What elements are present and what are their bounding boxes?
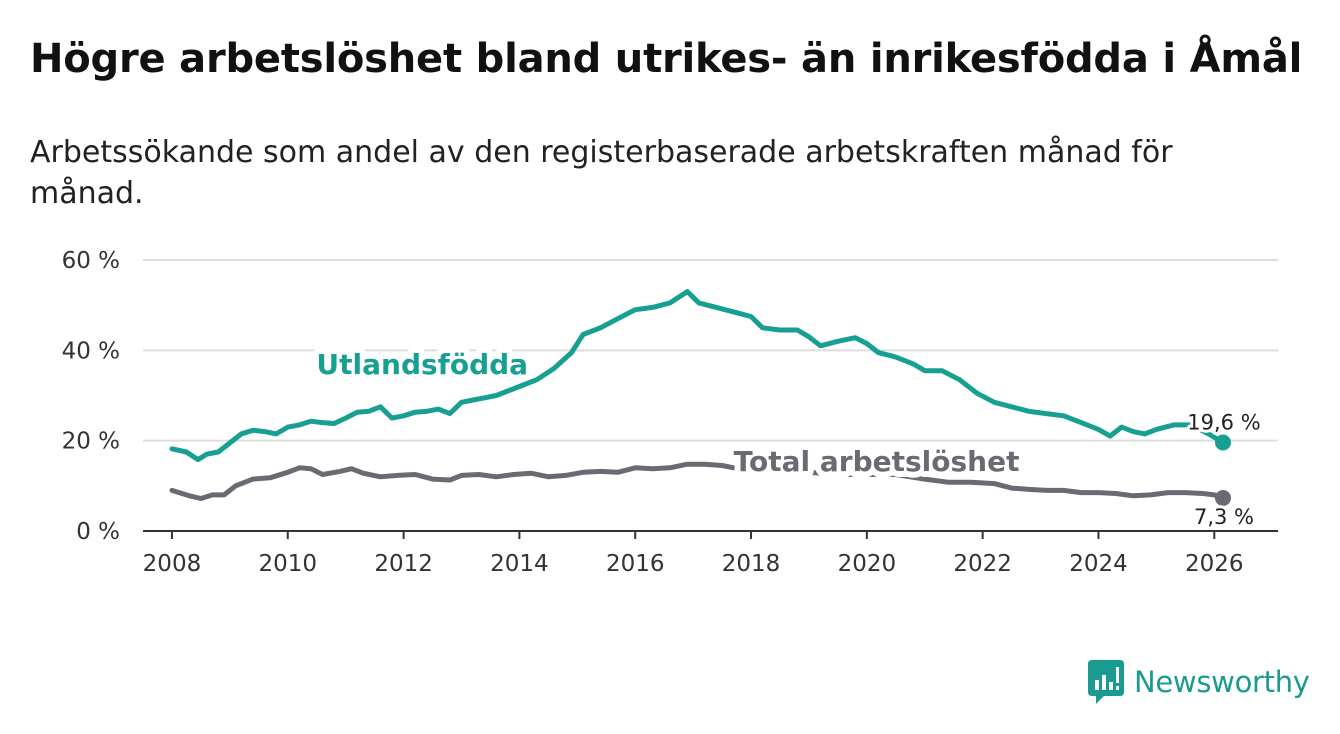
newsworthy-logo: Newsworthy bbox=[1088, 660, 1310, 704]
series-line-total bbox=[169, 461, 1226, 501]
end-value-total: 7,3 % bbox=[1194, 505, 1254, 529]
series-lines bbox=[169, 289, 1231, 507]
brand-name: Newsworthy bbox=[1134, 665, 1310, 699]
series-label-halo: Total arbetslöshet bbox=[734, 445, 1020, 478]
x-axis: 2008 2010 2012 2014 2016 2018 2020 2022 2024 2026 bbox=[143, 530, 1278, 577]
y-tick-label: 40 % bbox=[62, 338, 120, 364]
end-point-utlandsfodda bbox=[1214, 434, 1231, 451]
end-value-halo: 19,6 % bbox=[1187, 410, 1260, 434]
x-tick-label: 2016 bbox=[606, 551, 665, 577]
bar-chart-logo-icon bbox=[1088, 660, 1124, 704]
end-value-utlandsfodda: 19,6 % bbox=[1187, 410, 1260, 434]
x-tick-label: 2012 bbox=[374, 551, 433, 577]
series-label-utlandsfodda: Utlandsfödda bbox=[316, 348, 528, 381]
y-tick-label: 20 % bbox=[62, 429, 120, 455]
end-value-halo: 7,3 % bbox=[1194, 505, 1254, 529]
series-label-total: Total arbetslöshet bbox=[734, 445, 1020, 478]
x-tick-label: 2018 bbox=[722, 551, 781, 577]
gridlines bbox=[143, 259, 1278, 442]
y-tick-label: 0 % bbox=[76, 519, 120, 545]
y-tick-label: 60 % bbox=[62, 248, 120, 274]
x-tick-label: 2026 bbox=[1185, 551, 1244, 577]
chart-title: Högre arbetslöshet bland utrikes- än inr… bbox=[30, 36, 1303, 82]
series-line-utlandsfodda bbox=[169, 289, 1226, 463]
x-tick-label: 2008 bbox=[143, 551, 202, 577]
x-tick-label: 2024 bbox=[1069, 551, 1128, 577]
x-tick-label: 2010 bbox=[258, 551, 317, 577]
x-tick-label: 2020 bbox=[838, 551, 897, 577]
series-label-halo: Utlandsfödda bbox=[316, 348, 528, 381]
end-point-total bbox=[1214, 490, 1231, 507]
y-axis-ticks: 0 % 20 % 40 % 60 % bbox=[62, 248, 120, 545]
chart-subtitle: Arbetssökande som andel av den registerb… bbox=[30, 135, 1173, 211]
x-tick-label: 2022 bbox=[953, 551, 1012, 577]
x-tick-label: 2014 bbox=[490, 551, 549, 577]
